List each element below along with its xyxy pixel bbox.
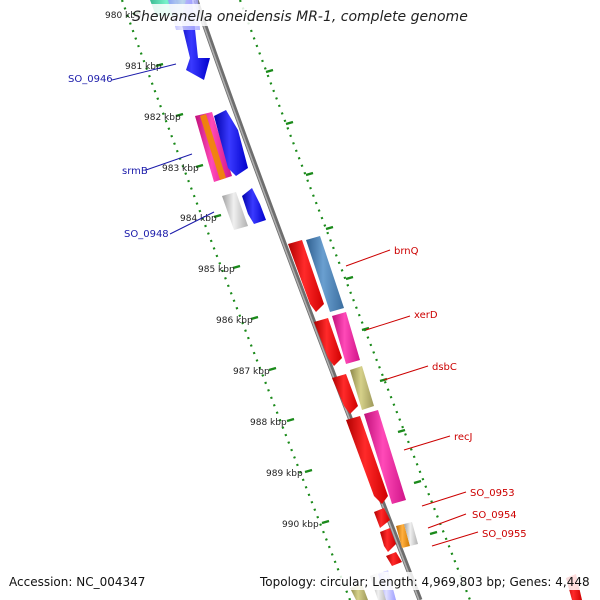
gene-label-so0954[interactable]: SO_0954: [472, 510, 517, 521]
tick-label: 988 kbp: [250, 418, 287, 428]
outer-track-dotted: [238, 0, 472, 600]
tick-label: 986 kbp: [216, 316, 253, 326]
gene-blue-arrow-3[interactable]: [242, 188, 266, 224]
tick-label: 981 kbp: [125, 62, 162, 72]
tick-label: 983 kbp: [162, 164, 199, 174]
gene-recJ[interactable]: [346, 410, 406, 504]
title-backdrop: [134, 4, 468, 26]
tick-marks-outer: [265, 68, 438, 536]
footer-backdrop-right: [256, 572, 596, 590]
gene-so0954[interactable]: [380, 522, 418, 552]
genome-backbone: [193, 0, 423, 600]
gene-label-dsbC[interactable]: dsbC: [432, 362, 457, 373]
gene-blue-arrow-2[interactable]: [214, 110, 248, 176]
gene-so0955[interactable]: [386, 552, 402, 566]
tick-label: 982 kbp: [144, 113, 181, 123]
gene-srmB-stack[interactable]: [195, 112, 232, 182]
footer-backdrop-left: [4, 572, 154, 590]
tick-label: 984 kbp: [180, 214, 217, 224]
gene-label-so0948[interactable]: SO_0948: [124, 229, 169, 240]
accession-text: Accession: NC_004347: [9, 575, 145, 589]
map-title: Shewanella oneidensis MR-1, complete gen…: [132, 9, 468, 25]
gene-so0948[interactable]: [222, 192, 248, 230]
gene-label-so0953[interactable]: SO_0953: [470, 488, 515, 499]
gene-dsbC[interactable]: [332, 366, 374, 414]
gene-brnQ[interactable]: [288, 236, 344, 312]
gene-label-recJ[interactable]: recJ: [454, 432, 473, 443]
tick-label: 985 kbp: [198, 265, 235, 275]
gene-label-xerD[interactable]: xerD: [414, 310, 438, 321]
gene-label-srmB[interactable]: srmB: [122, 166, 148, 177]
tick-labels: 980 kbp 981 kbp 982 kbp 983 kbp 984 kbp …: [105, 11, 319, 530]
gene-xerD[interactable]: [314, 312, 360, 366]
tick-label: 989 kbp: [266, 469, 303, 479]
right-gene-labels: brnQ xerD dsbC recJ SO_0953 SO_0954 SO_0…: [345, 246, 527, 547]
topology-text: Topology: circular; Length: 4,969,803 bp…: [259, 575, 590, 589]
left-gene-labels: SO_0946 srmB SO_0948: [68, 63, 215, 240]
gene-label-so0946[interactable]: SO_0946: [68, 74, 113, 85]
tick-label: 990 kbp: [282, 520, 319, 530]
tick-label: 980 kbp: [105, 11, 142, 21]
tick-label: 987 kbp: [233, 367, 270, 377]
gene-label-so0955[interactable]: SO_0955: [482, 529, 527, 540]
gene-so0953[interactable]: [374, 508, 390, 528]
gene-label-brnQ[interactable]: brnQ: [394, 246, 419, 257]
